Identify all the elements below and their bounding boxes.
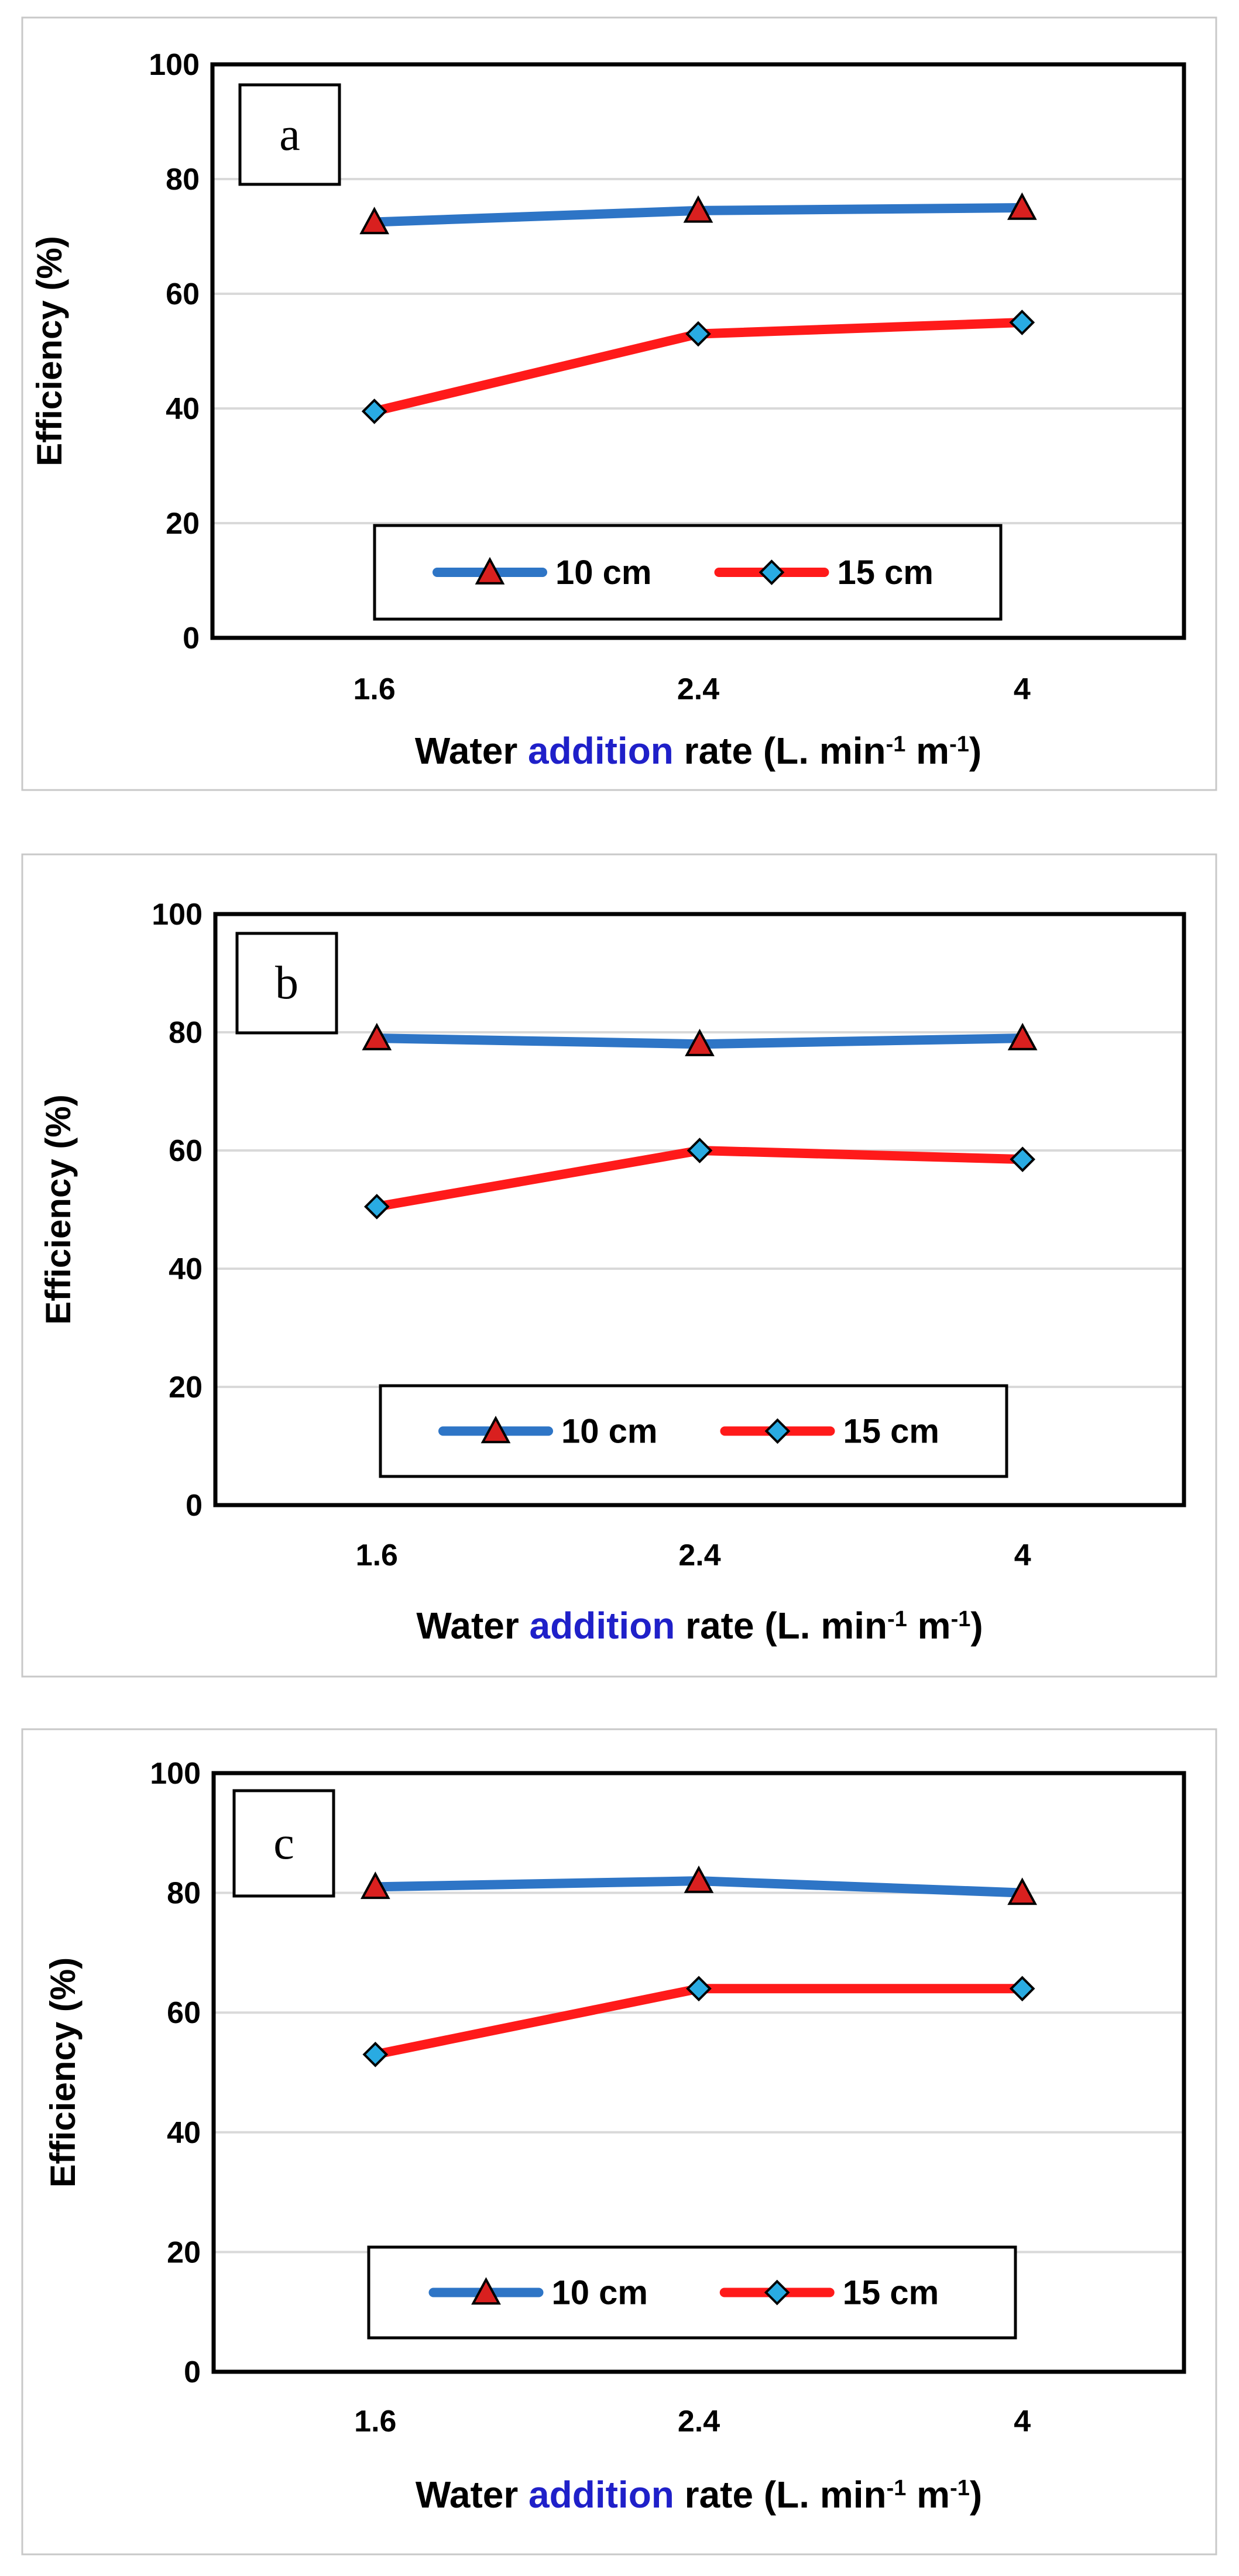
data-point [362, 2041, 389, 2067]
data-point [359, 207, 390, 235]
series-10-cm [359, 192, 1037, 235]
y-tick-label: 100 [150, 1757, 201, 1791]
y-tick-label: 80 [167, 1877, 201, 1911]
data-point [686, 1976, 712, 2002]
y-tick-label: 40 [169, 1252, 203, 1286]
x-tick-label: 2.4 [677, 672, 719, 706]
x-axis-label: Water addition rate (L. min-1 m-1) [416, 1605, 983, 1647]
x-tick-label: 1.6 [353, 672, 396, 706]
legend-marker [475, 557, 505, 585]
plot-border [211, 1771, 1186, 2374]
legend: 10 cm 15 cm [373, 524, 1003, 621]
y-tick-label: 100 [149, 48, 200, 82]
y-tick-label: 40 [166, 392, 200, 426]
series-10-cm [360, 1865, 1038, 1905]
data-point [687, 1138, 713, 1163]
data-point [1007, 1877, 1038, 1905]
y-tick-label: 40 [167, 2116, 201, 2150]
legend-marker [471, 2277, 501, 2305]
series-15-cm [364, 1138, 1035, 1220]
x-axis-label: Water addition rate (L. min-1 m-1) [416, 2474, 982, 2516]
x-tick-label: 2.4 [678, 1538, 720, 1572]
y-tick-label: 100 [152, 898, 203, 932]
legend-label: 10 cm [555, 554, 651, 592]
panel-frame [21, 16, 1217, 791]
panel-label-box [238, 83, 341, 186]
data-point [1009, 310, 1035, 335]
data-point [361, 399, 387, 424]
y-tick-label: 20 [166, 507, 200, 541]
data-point [1007, 1022, 1038, 1050]
data-point [685, 1028, 715, 1056]
x-tick-label: 4 [1014, 672, 1031, 706]
panel-frame [21, 1728, 1217, 2556]
x-tick-label: 1.6 [356, 1538, 398, 1572]
data-point [1010, 1146, 1035, 1172]
data-point [364, 1194, 390, 1220]
y-tick-label: 20 [167, 2235, 201, 2269]
data-point [1007, 192, 1037, 220]
chart-panel-b: 0 20 40 60 80 100 1.6 2.4 4 Efficiency (%) Water a… [21, 853, 1217, 1678]
legend-label: 10 cm [552, 2274, 648, 2312]
panel-label: c [273, 1818, 294, 1869]
panel-label: b [275, 957, 298, 1009]
legend-label: 15 cm [843, 2274, 939, 2312]
legend-label: 15 cm [843, 1413, 939, 1451]
series-15-cm [362, 1976, 1035, 2067]
plot-border [213, 912, 1186, 1507]
legend: 10 cm 15 cm [367, 2245, 1017, 2340]
y-tick-label: 0 [183, 621, 200, 655]
legend-marker [481, 1416, 511, 1444]
x-tick-label: 1.6 [354, 2405, 396, 2438]
x-tick-label: 4 [1014, 2405, 1031, 2438]
panel-label-box [235, 932, 338, 1035]
data-point [684, 1865, 714, 1893]
legend-marker [764, 1418, 791, 1444]
y-tick-label: 0 [186, 1489, 203, 1523]
data-point [362, 1022, 392, 1050]
y-tick-label: 60 [167, 1996, 201, 2030]
panel-frame [21, 853, 1217, 1678]
x-axis-label: Water addition rate (L. min-1 m-1) [415, 730, 981, 772]
data-point [360, 1871, 390, 1900]
chart-panel-a: 0 20 40 60 80 100 1.6 2.4 4 Efficiency (%) Water a… [21, 16, 1217, 791]
series-15-cm [361, 310, 1035, 424]
x-tick-label: 2.4 [678, 2405, 720, 2438]
y-tick-label: 0 [184, 2355, 201, 2389]
data-point [683, 195, 713, 223]
y-tick-label: 60 [169, 1134, 203, 1168]
legend-label: 15 cm [838, 554, 933, 592]
data-point [685, 321, 711, 347]
y-tick-label: 20 [169, 1371, 203, 1404]
data-point [1009, 1976, 1035, 2002]
x-tick-label: 4 [1014, 1538, 1031, 1572]
panel-label-box [232, 1789, 335, 1898]
series-10-cm [362, 1022, 1038, 1056]
panel-label: a [279, 109, 300, 160]
y-tick-label: 80 [166, 163, 200, 197]
plot-border [210, 62, 1186, 640]
chart-panel-c: 0 20 40 60 80 100 1.6 2.4 4 Efficiency (%) Water a… [21, 1728, 1217, 2556]
legend-box [373, 524, 1003, 621]
y-axis-label: Efficiency (%) [39, 1094, 78, 1324]
legend-label: 10 cm [561, 1413, 657, 1451]
legend: 10 cm 15 cm [379, 1384, 1008, 1478]
legend-marker [764, 2279, 790, 2306]
legend-marker [758, 559, 785, 585]
y-axis-label: Efficiency (%) [30, 236, 69, 466]
y-tick-label: 80 [169, 1016, 203, 1050]
y-tick-label: 60 [166, 277, 200, 311]
y-axis-label: Efficiency (%) [43, 1957, 83, 2187]
